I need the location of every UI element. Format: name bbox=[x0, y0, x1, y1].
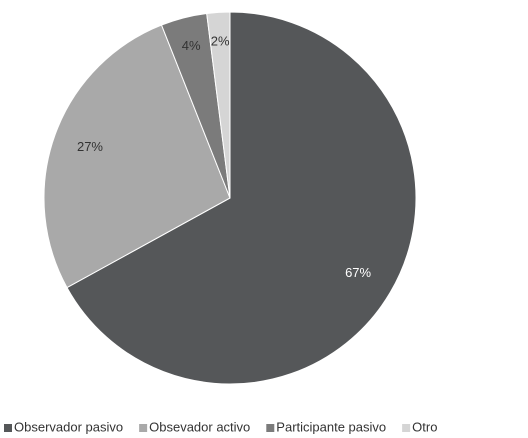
data-label: 67% bbox=[345, 265, 371, 280]
legend-swatch bbox=[4, 424, 12, 432]
legend-swatch bbox=[266, 424, 275, 432]
pie-slice bbox=[66, 11, 417, 385]
legend-swatch bbox=[402, 424, 411, 432]
data-label: 2% bbox=[211, 34, 230, 49]
legend-swatch bbox=[139, 424, 148, 432]
pie-slice bbox=[206, 11, 231, 199]
data-label: 27% bbox=[77, 139, 103, 154]
legend-label: Otro bbox=[412, 419, 437, 434]
legend-label: Obsevador activo bbox=[149, 419, 250, 434]
legend-label: Participante pasivo bbox=[276, 419, 386, 434]
pie-slice bbox=[43, 24, 231, 289]
legend-label: Observador pasivo bbox=[14, 419, 123, 434]
data-label: 4% bbox=[182, 38, 201, 53]
